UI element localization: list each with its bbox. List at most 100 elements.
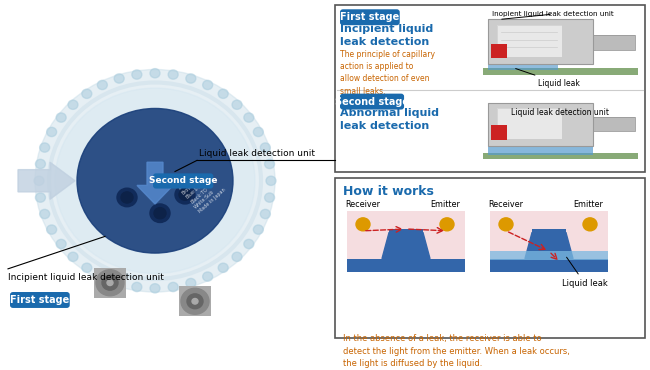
- Circle shape: [154, 208, 166, 219]
- Bar: [483, 68, 638, 75]
- Circle shape: [260, 143, 270, 152]
- Bar: [490, 211, 608, 272]
- Circle shape: [132, 282, 142, 292]
- Circle shape: [36, 193, 46, 202]
- Circle shape: [96, 270, 124, 296]
- Bar: [491, 44, 507, 58]
- Circle shape: [68, 100, 78, 110]
- Bar: [0, 0, 325, 343]
- Bar: [532, 229, 566, 233]
- FancyBboxPatch shape: [340, 94, 404, 110]
- Bar: [497, 25, 562, 57]
- Circle shape: [186, 278, 196, 288]
- Text: Receiver: Receiver: [346, 200, 380, 209]
- Circle shape: [181, 288, 209, 314]
- Circle shape: [68, 252, 78, 262]
- Circle shape: [254, 225, 263, 234]
- Circle shape: [117, 188, 137, 207]
- FancyBboxPatch shape: [335, 178, 645, 338]
- Text: Abnormal liquid
leak detection: Abnormal liquid leak detection: [340, 108, 439, 131]
- Circle shape: [179, 189, 191, 200]
- Circle shape: [121, 192, 133, 203]
- Bar: [94, 268, 126, 297]
- Circle shape: [77, 108, 233, 253]
- Text: In the absence of a leak, the receiver is able to
detect the light from the emit: In the absence of a leak, the receiver i…: [343, 334, 570, 369]
- Circle shape: [47, 127, 57, 137]
- Polygon shape: [382, 233, 430, 259]
- Circle shape: [56, 113, 66, 122]
- Circle shape: [168, 70, 178, 79]
- Circle shape: [254, 127, 263, 137]
- Bar: [483, 153, 638, 159]
- Text: First stage: First stage: [340, 12, 400, 22]
- Circle shape: [114, 74, 124, 83]
- Text: Emitter: Emitter: [573, 200, 603, 209]
- Text: 12V–1
Brown:0V
Blue:0V
Black:TO
White:Sub
Made in Japan: 12V–1 Brown:0V Blue:0V Black:TO White:Su…: [177, 164, 227, 214]
- Circle shape: [583, 218, 597, 231]
- Circle shape: [98, 272, 107, 281]
- Bar: [593, 35, 635, 50]
- Circle shape: [150, 68, 160, 78]
- Bar: [490, 259, 608, 272]
- Circle shape: [266, 176, 276, 185]
- Circle shape: [232, 252, 242, 262]
- Bar: [488, 20, 593, 64]
- Text: Liquid leak detection unit: Liquid leak detection unit: [199, 149, 315, 158]
- Bar: [347, 259, 465, 272]
- Circle shape: [186, 74, 196, 83]
- Bar: [497, 25, 562, 57]
- Text: Incipient liquid
leak detection: Incipient liquid leak detection: [340, 24, 434, 47]
- Circle shape: [34, 176, 44, 185]
- Polygon shape: [137, 162, 173, 204]
- Bar: [389, 229, 423, 233]
- FancyBboxPatch shape: [340, 9, 400, 25]
- Text: How it works: How it works: [343, 185, 434, 198]
- Circle shape: [440, 218, 454, 231]
- Circle shape: [82, 263, 92, 272]
- Bar: [490, 251, 608, 260]
- Polygon shape: [525, 233, 573, 259]
- FancyBboxPatch shape: [10, 292, 70, 308]
- Circle shape: [56, 239, 66, 249]
- Text: Liquid leak: Liquid leak: [515, 68, 580, 88]
- Bar: [488, 103, 593, 145]
- Circle shape: [98, 80, 107, 90]
- FancyBboxPatch shape: [153, 174, 213, 189]
- Text: Second stage: Second stage: [149, 176, 218, 185]
- Circle shape: [114, 278, 124, 288]
- Circle shape: [218, 263, 228, 272]
- Text: Second stage: Second stage: [335, 97, 409, 107]
- Circle shape: [499, 218, 513, 231]
- Circle shape: [265, 159, 274, 169]
- Circle shape: [260, 209, 270, 219]
- Circle shape: [40, 209, 49, 219]
- Bar: [488, 103, 593, 145]
- Circle shape: [55, 88, 255, 273]
- Circle shape: [218, 89, 228, 98]
- Circle shape: [265, 193, 274, 202]
- Circle shape: [203, 80, 213, 90]
- Circle shape: [132, 70, 142, 79]
- Bar: [491, 125, 507, 140]
- FancyBboxPatch shape: [335, 5, 645, 172]
- Circle shape: [102, 275, 118, 290]
- Bar: [497, 108, 562, 139]
- Polygon shape: [18, 162, 75, 199]
- Circle shape: [82, 89, 92, 98]
- Circle shape: [168, 282, 178, 292]
- Circle shape: [203, 272, 213, 281]
- Circle shape: [107, 280, 113, 286]
- Circle shape: [187, 294, 203, 309]
- Circle shape: [356, 218, 370, 231]
- Circle shape: [47, 225, 57, 234]
- Bar: [488, 20, 593, 64]
- Circle shape: [150, 204, 170, 222]
- Bar: [593, 35, 635, 50]
- Circle shape: [244, 113, 254, 122]
- Text: Inopient liquid leak detection unit: Inopient liquid leak detection unit: [492, 11, 614, 19]
- Circle shape: [175, 185, 195, 204]
- Bar: [488, 60, 558, 70]
- Text: First stage: First stage: [10, 295, 70, 305]
- Circle shape: [35, 70, 275, 292]
- Text: Liquid leak: Liquid leak: [562, 257, 608, 288]
